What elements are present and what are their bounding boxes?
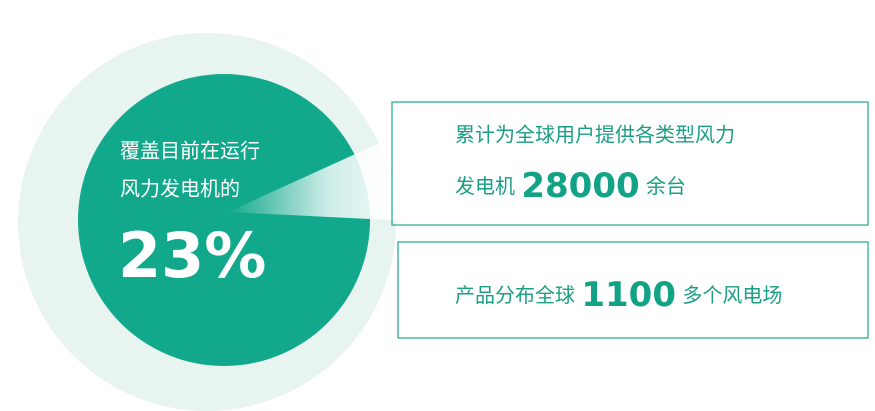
stat-number: 1100 bbox=[581, 275, 676, 315]
wedge bbox=[228, 120, 430, 222]
stat-prefix: 产品分布全球 bbox=[455, 283, 575, 307]
percent: 23% bbox=[118, 219, 266, 292]
stat-prefix: 发电机 bbox=[455, 174, 515, 198]
stat-suffix: 余台 bbox=[646, 174, 686, 198]
circle-text: 风力发电机的 bbox=[120, 177, 240, 201]
stat-suffix: 多个风电场 bbox=[682, 283, 782, 307]
stat-text: 产品分布全球 1100 多个风电场 bbox=[455, 275, 782, 315]
circle-text: 覆盖目前在运行 bbox=[120, 139, 260, 163]
stat-text: 发电机 28000 余台 bbox=[455, 166, 686, 206]
stat-text: 累计为全球用户提供各类型风力 bbox=[455, 123, 735, 147]
stat-box bbox=[397, 241, 869, 339]
stat-number: 28000 bbox=[521, 166, 639, 206]
inner-circle bbox=[78, 74, 370, 366]
stat-box bbox=[391, 101, 869, 226]
